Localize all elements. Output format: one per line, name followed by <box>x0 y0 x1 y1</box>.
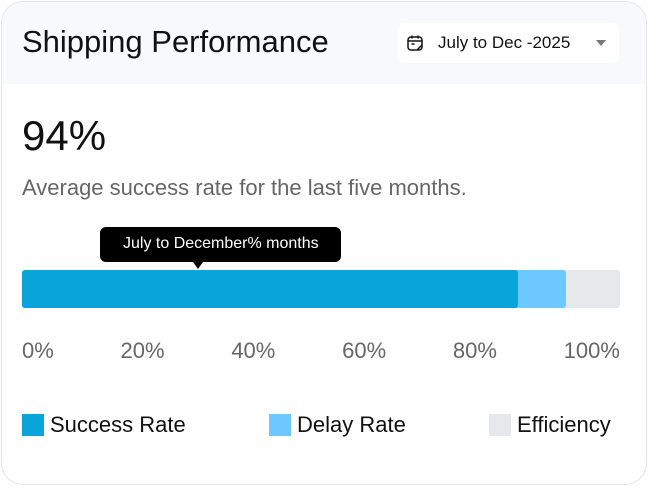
legend-success-rate: Success Rate <box>22 412 186 438</box>
axis-tick: 0% <box>22 338 54 363</box>
date-range-dropdown[interactable]: July to Dec -2025 <box>398 23 619 63</box>
legend-label: Success Rate <box>50 412 186 437</box>
legend-delay-rate: Delay Rate <box>269 412 406 438</box>
axis-tick: 40% <box>231 338 276 363</box>
chevron-down-icon <box>596 40 606 46</box>
success-rate-value: 94% <box>22 112 107 159</box>
legend-label: Efficiency <box>517 412 611 437</box>
summary-description: Average success rate for the last five m… <box>22 175 467 200</box>
legend-efficiency: Efficiency <box>489 412 611 438</box>
card-header: Shipping Performance July to Dec -2025 <box>2 2 646 84</box>
legend-label: Delay Rate <box>297 412 406 437</box>
axis-tick: 60% <box>342 338 387 363</box>
date-range-label: July to Dec -2025 <box>438 33 571 52</box>
axis-tick: 20% <box>120 338 165 363</box>
axis-tick: 100% <box>563 338 620 363</box>
efficiency-swatch <box>489 414 511 436</box>
success-rate-segment[interactable] <box>22 270 519 308</box>
delay-swatch <box>269 414 291 436</box>
card-title: Shipping Performance <box>22 24 329 59</box>
progress-tooltip: July to December% months <box>100 227 341 269</box>
success-swatch <box>22 414 44 436</box>
efficiency-bar[interactable] <box>22 270 620 308</box>
axis-tick: 80% <box>452 338 497 363</box>
percent-axis: 0% 20% 40% 60% 80% 100% <box>22 338 620 364</box>
calendar-icon <box>407 35 423 51</box>
